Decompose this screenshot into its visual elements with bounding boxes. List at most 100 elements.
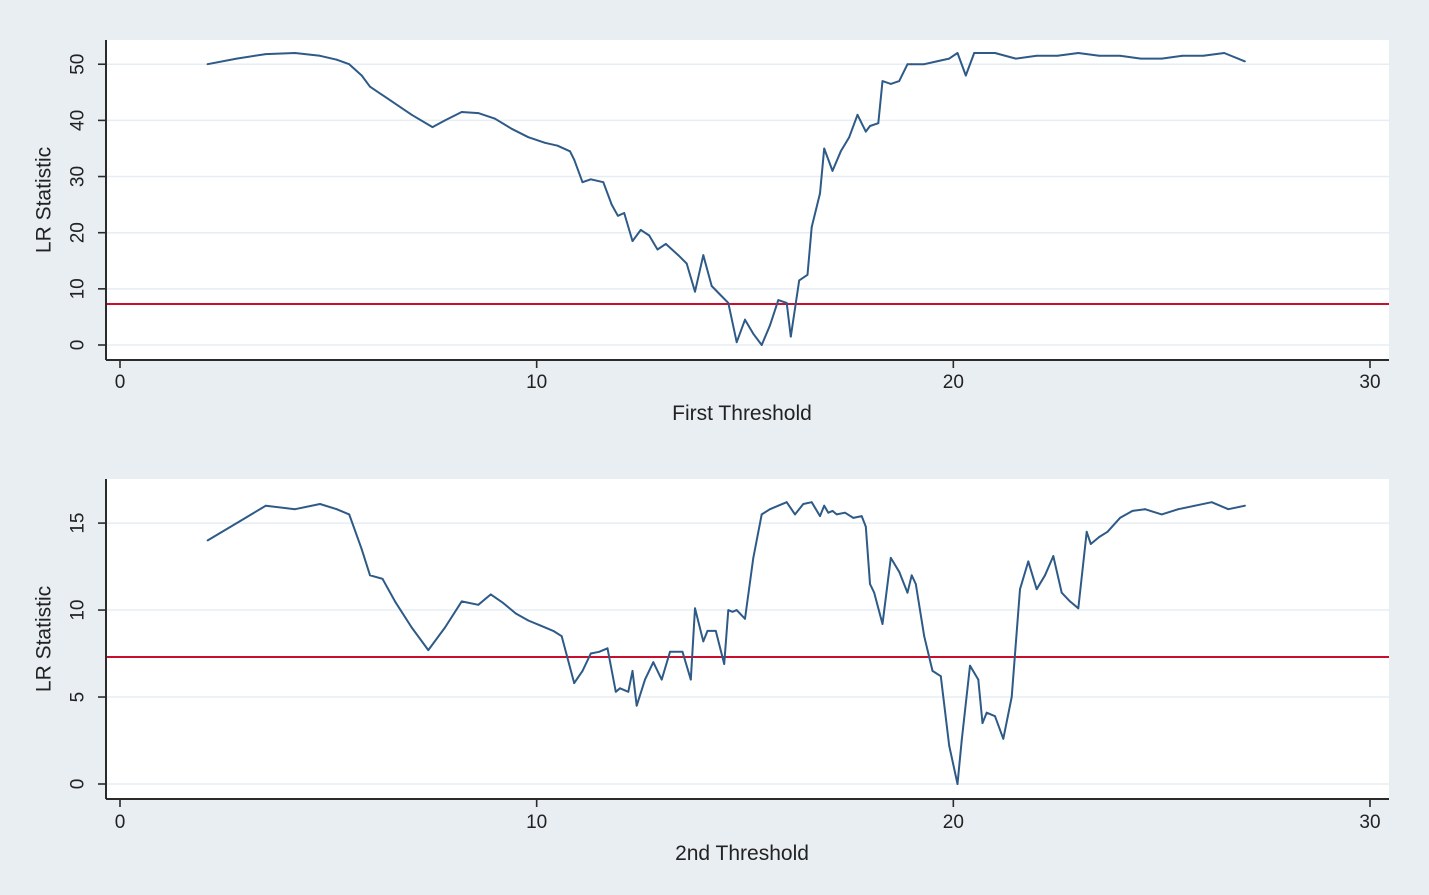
data-point [760, 344, 763, 346]
data-point [360, 548, 363, 551]
data-point [348, 63, 351, 66]
data-point [1119, 54, 1121, 57]
data-point [669, 650, 671, 653]
data-point [444, 119, 446, 122]
y-tick-label: 0 [68, 340, 89, 351]
data-point [869, 583, 871, 585]
data-point [723, 663, 726, 665]
data-point [844, 511, 846, 514]
data-point [581, 670, 584, 672]
data-point [994, 52, 996, 54]
data-point [706, 630, 709, 632]
data-point [1181, 54, 1184, 57]
data-point [1139, 57, 1142, 60]
data-point [727, 609, 730, 611]
data-point [206, 539, 209, 542]
data-point [623, 212, 626, 214]
data-point [852, 517, 855, 519]
x-tick-label: 30 [1359, 812, 1380, 833]
data-point [806, 273, 809, 276]
data-point [881, 80, 884, 82]
data-point [985, 711, 988, 714]
data-point [427, 649, 430, 651]
data-point [923, 635, 926, 638]
data-point [589, 652, 592, 655]
data-point [719, 293, 721, 296]
data-point [898, 570, 901, 573]
data-point [573, 682, 576, 684]
data-point [681, 650, 684, 653]
data-point [294, 508, 296, 511]
data-point [889, 83, 892, 85]
data-point [881, 623, 884, 625]
data-point [1106, 530, 1109, 533]
data-point [589, 178, 592, 181]
data-point [731, 610, 734, 613]
y-tick-label: 0 [68, 779, 89, 790]
data-point [1244, 60, 1246, 63]
data-point [319, 54, 321, 57]
data-point [677, 254, 680, 257]
plot-area [106, 479, 1389, 799]
data-point [1202, 54, 1205, 57]
data-point [477, 603, 480, 606]
data-point [889, 557, 892, 559]
data-point [864, 130, 867, 133]
plot-area [106, 40, 1389, 360]
data-point [735, 341, 738, 344]
data-point [789, 335, 792, 338]
data-point [910, 63, 913, 66]
data-point [877, 122, 880, 125]
data-point [573, 158, 576, 161]
data-point [544, 141, 546, 144]
data-point [569, 150, 571, 153]
data-point [689, 678, 692, 681]
data-point [948, 744, 951, 747]
data-point [639, 229, 642, 231]
x-tick-label: 30 [1359, 372, 1380, 393]
data-point [1010, 696, 1013, 698]
data-point [802, 503, 805, 505]
data-point [389, 99, 392, 102]
data-point [348, 513, 351, 516]
data-point [431, 126, 434, 128]
data-point [794, 513, 796, 516]
data-point [619, 687, 621, 690]
data-point [510, 127, 513, 130]
data-point [869, 125, 871, 127]
data-point [769, 508, 771, 511]
data-point [702, 640, 705, 643]
chart-panel-2: 0 10 20 30 0 5 10 15 2nd Threshold LR Statistic [33, 479, 1389, 865]
y-axis-label: LR Statistic [33, 586, 56, 692]
data-point [410, 113, 413, 116]
data-point [614, 690, 617, 693]
data-point [931, 670, 934, 672]
data-point [1098, 54, 1101, 57]
x-tick-label: 20 [943, 812, 964, 833]
y-tick-label: 40 [68, 110, 89, 131]
x-axis-label: 2nd Threshold [675, 842, 809, 865]
x-tick-label: 10 [526, 812, 547, 833]
data-point [831, 510, 834, 512]
x-tick-label: 0 [115, 372, 126, 393]
data-point [848, 136, 851, 139]
data-point [981, 722, 984, 724]
data-point [760, 513, 763, 516]
data-point [994, 715, 996, 718]
data-point [956, 52, 959, 54]
data-point [702, 254, 705, 257]
data-point [1014, 57, 1017, 60]
y-tick-label: 10 [68, 599, 89, 620]
y-tick-label: 5 [68, 692, 89, 703]
data-point [1160, 57, 1163, 60]
chart-panel-1: 0 10 20 30 0 10 20 30 40 50 First Threshold LR Stat… [33, 40, 1389, 425]
data-point [319, 503, 321, 505]
y-tick-label: 50 [68, 54, 89, 75]
data-point [360, 74, 363, 77]
data-point [752, 557, 755, 559]
data-point [1089, 543, 1092, 545]
data-point [627, 690, 630, 693]
data-point [710, 285, 713, 287]
data-point [1098, 536, 1101, 538]
